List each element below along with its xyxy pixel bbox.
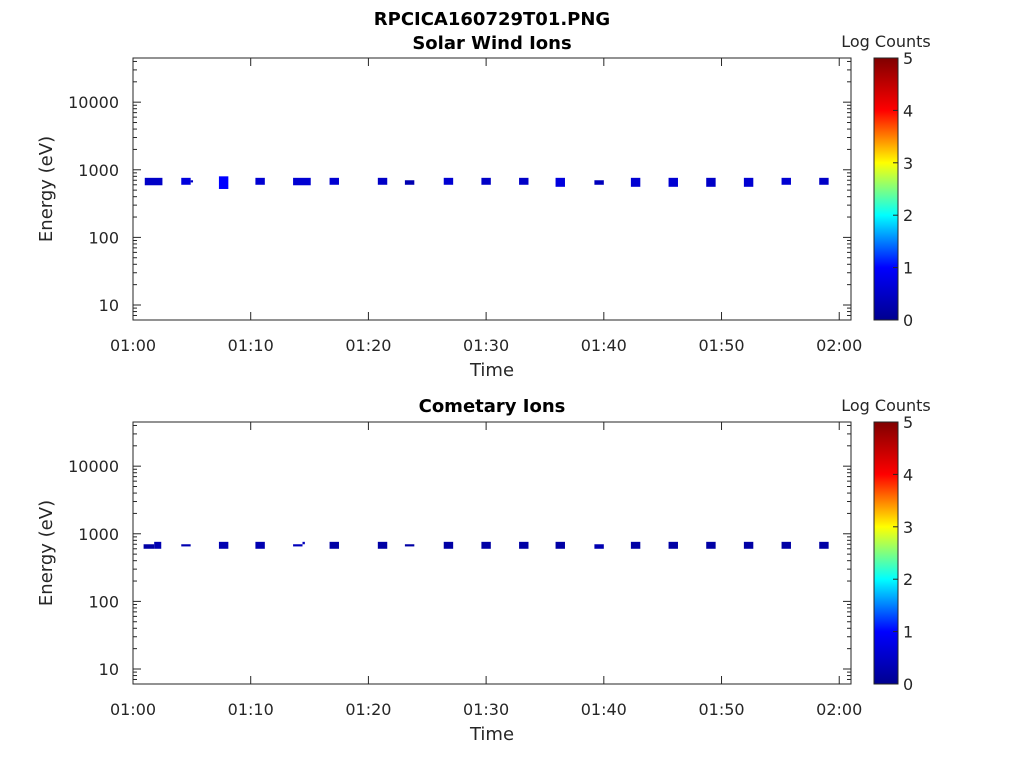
spectrogram-cell (668, 177, 678, 187)
spectrogram-cell (302, 541, 305, 545)
spectrogram-cell (329, 541, 339, 549)
colorbar-tick-label: 2 (903, 206, 913, 225)
spectrogram-cell (743, 541, 754, 549)
x-tick-label: 01:50 (698, 700, 744, 719)
x-tick-label: 01:10 (228, 700, 274, 719)
colorbar-tick-label: 2 (903, 570, 913, 589)
x-tick-label: 02:00 (816, 700, 862, 719)
spectrogram-cell (555, 177, 565, 187)
spectrogram-cell (781, 177, 791, 185)
x-tick-label: 01:00 (110, 336, 156, 355)
spectrogram-cell (404, 180, 415, 185)
y-tick-label: 10 (99, 660, 119, 679)
colorbar-tick-label: 3 (903, 518, 913, 537)
y-tick-label: 100 (88, 228, 119, 247)
spectrogram-cell (144, 177, 163, 186)
x-tick-label: 01:40 (581, 336, 627, 355)
x-axis-label: Time (469, 360, 514, 381)
x-axis-label: Time (469, 724, 514, 745)
plot-area (132, 57, 852, 321)
spectrogram-cell (154, 541, 162, 549)
spectrogram-cell (594, 180, 604, 185)
colorbar-tick-label: 4 (903, 465, 913, 484)
y-tick-label: 1000 (78, 525, 119, 544)
spectrogram-cell (630, 177, 641, 187)
y-tick-label: 1000 (78, 161, 119, 180)
panel-title: Cometary Ions (419, 396, 566, 417)
spectrogram-cell (555, 541, 565, 549)
colorbar-tick-label: 1 (903, 259, 913, 278)
colorbar-tick-label: 1 (903, 623, 913, 642)
spectrogram-cell (706, 177, 716, 187)
spectrogram-cell (293, 177, 311, 186)
spectrogram-cell (630, 541, 641, 549)
colorbar-tick-label: 3 (903, 154, 913, 173)
spectrogram-cell (377, 177, 388, 185)
spectrogram-cell (443, 177, 454, 185)
x-tick-label: 02:00 (816, 336, 862, 355)
spectrogram-cell (218, 176, 229, 189)
spectrogram-cells (144, 176, 829, 189)
spectrogram-cell (819, 177, 829, 185)
spectrogram-cell (668, 541, 678, 549)
x-tick-label: 01:30 (463, 700, 509, 719)
spectrogram-cell (519, 541, 529, 549)
spectrogram-cell (481, 541, 491, 549)
plot-area (132, 421, 852, 685)
y-tick-label: 10000 (68, 93, 119, 112)
x-tick-label: 01:20 (345, 700, 391, 719)
colorbar-tick-label: 0 (903, 311, 913, 330)
colorbar-tick-label: 4 (903, 101, 913, 120)
colorbar-tick-label: 5 (903, 413, 913, 432)
spectrogram-cell (519, 177, 529, 185)
y-tick-label: 100 (88, 592, 119, 611)
spectrogram-cell (293, 544, 303, 547)
colorbar-tick-label: 0 (903, 675, 913, 694)
spectrogram-cell (404, 544, 415, 547)
spectrogram-cell (377, 541, 388, 549)
panel-title: Solar Wind Ions (412, 33, 571, 54)
colorbar (873, 421, 899, 685)
spectrogram-cell (329, 177, 339, 185)
spectrogram-cell (781, 541, 791, 549)
spectrogram-cell (190, 180, 194, 183)
x-tick-label: 01:10 (228, 336, 274, 355)
x-tick-label: 01:20 (345, 336, 391, 355)
spectrogram-cell (819, 541, 829, 549)
colorbar-tick-label: 5 (903, 49, 913, 68)
colorbar-label: Log Counts (841, 32, 931, 51)
x-tick-label: 01:50 (698, 336, 744, 355)
y-tick-label: 10000 (68, 457, 119, 476)
colorbar-label: Log Counts (841, 396, 931, 415)
colorbar (873, 57, 899, 321)
spectrogram-cell (181, 544, 191, 547)
spectrogram-cell (443, 541, 454, 549)
y-tick-label: 10 (99, 296, 119, 315)
spectrogram-cell (255, 541, 265, 549)
figure-title: RPCICA160729T01.PNG (374, 9, 610, 30)
spectrogram-cell (743, 177, 754, 187)
x-tick-label: 01:30 (463, 336, 509, 355)
x-tick-label: 01:00 (110, 700, 156, 719)
y-axis-label: Energy (eV) (36, 500, 57, 606)
spectrogram-cell (255, 177, 265, 185)
spectrogram-cell (481, 177, 491, 185)
spectrogram-cell (594, 544, 604, 549)
y-axis-label: Energy (eV) (36, 136, 57, 242)
spectrogram-cells (143, 541, 829, 549)
spectrogram-cell (706, 541, 716, 549)
spectrogram-cell (143, 544, 155, 549)
spectrogram-cell (218, 541, 229, 549)
x-tick-label: 01:40 (581, 700, 627, 719)
spectrogram-cell (181, 177, 191, 185)
